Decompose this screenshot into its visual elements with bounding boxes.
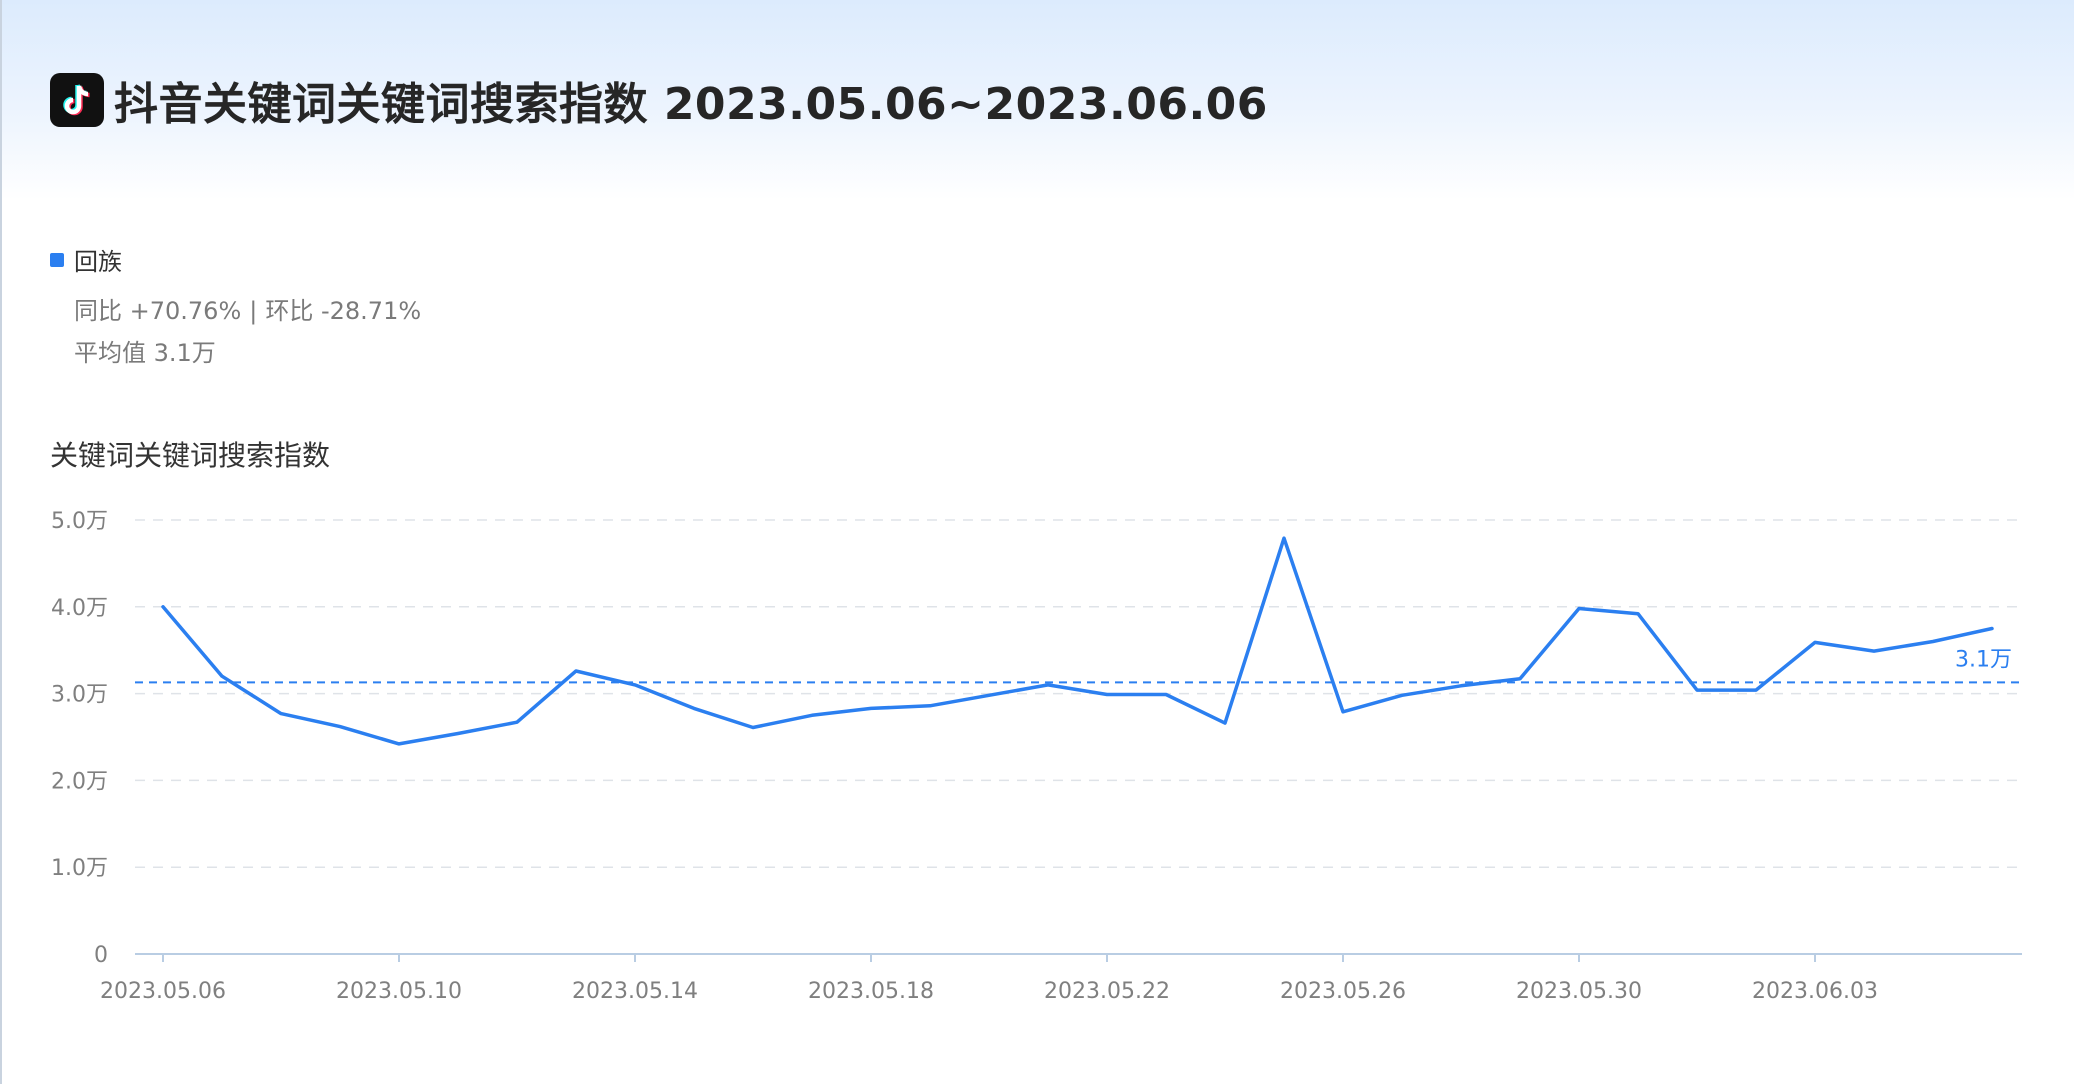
chart-title: 关键词关键词搜索指数: [50, 439, 331, 472]
mom-text: 环比 -28.71%: [265, 297, 422, 325]
legend-swatch: [50, 252, 64, 267]
x-tick-label: 2023.05.18: [808, 979, 934, 1004]
x-tick-label: 2023.05.22: [1044, 979, 1170, 1004]
x-tick-label: 2023.05.26: [1280, 979, 1406, 1004]
legend-label: 回族: [74, 248, 122, 276]
stats-compare-line: 同比 +70.76% | 环比 -28.71%: [74, 290, 421, 332]
y-tick-label: 3.0万: [51, 683, 108, 708]
tiktok-note-icon: [63, 84, 90, 116]
series-line: [161, 536, 1994, 746]
page-title: 抖音关键词关键词搜索指数 2023.05.06~2023.06.06: [114, 79, 1268, 130]
x-tick-label: 2023.05.30: [1516, 979, 1642, 1004]
y-tick-label: 0: [94, 943, 108, 968]
y-tick-label: 1.0万: [51, 856, 108, 881]
tiktok-logo-icon: [50, 73, 104, 127]
page-header: 抖音关键词关键词搜索指数 2023.05.06~2023.06.06: [50, 68, 1268, 132]
average-text: 平均值 3.1万: [74, 339, 216, 367]
y-tick-label: 5.0万: [51, 509, 108, 534]
x-tick-label: 2023.06.03: [1752, 979, 1878, 1004]
x-tick-label: 2023.05.14: [572, 979, 698, 1004]
x-tick-label: 2023.05.10: [336, 979, 462, 1004]
yoy-text: 同比 +70.76%: [74, 297, 242, 325]
x-tick-label: 2023.05.06: [100, 979, 226, 1004]
legend[interactable]: 回族: [50, 242, 122, 277]
average-line-label: 3.1万: [1955, 647, 2012, 672]
y-tick-label: 2.0万: [51, 769, 108, 794]
stats-separator: |: [249, 297, 258, 325]
y-tick-label: 4.0万: [51, 596, 108, 621]
stats-block: 同比 +70.76% | 环比 -28.71% 平均值 3.1万: [74, 290, 421, 374]
